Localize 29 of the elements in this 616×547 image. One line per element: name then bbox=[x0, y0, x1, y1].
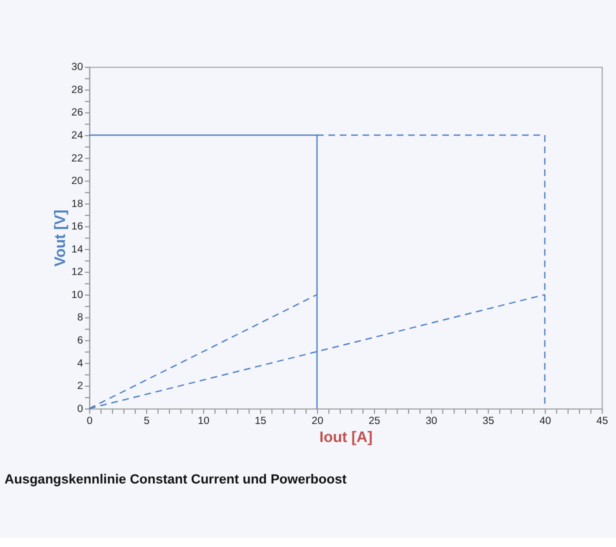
y-tick-label: 28 bbox=[71, 84, 84, 96]
x-axis-title: Iout [A] bbox=[319, 429, 373, 446]
text: Ausgangskennlinie Constant Current und Powerboost bbox=[4, 472, 348, 487]
x-tick-label: 10 bbox=[198, 416, 210, 428]
y-tick-label: 10 bbox=[71, 290, 84, 301]
y-tick-label: 16 bbox=[71, 222, 84, 233]
y-tick-label: 6 bbox=[77, 336, 84, 347]
y-tick-label: 8 bbox=[77, 312, 84, 324]
y-tick-label: 18 bbox=[71, 198, 84, 210]
y-tick-label: 22 bbox=[71, 153, 84, 164]
y-tick-label: 20 bbox=[71, 176, 84, 188]
y-tick-label: 4 bbox=[77, 358, 84, 370]
x-tick-label: 25 bbox=[368, 416, 380, 428]
y-axis-title: Vout [V] bbox=[52, 210, 69, 267]
x-tick-label: 30 bbox=[426, 416, 438, 428]
y-tick-label: 26 bbox=[71, 108, 84, 119]
y-tick-label: 30 bbox=[71, 62, 84, 74]
x-tick-label: 40 bbox=[539, 416, 552, 428]
x-tick-label: 0 bbox=[86, 416, 93, 428]
y-tick-label: 14 bbox=[71, 244, 84, 256]
x-tick-label: 35 bbox=[482, 416, 494, 428]
y-tick-label: 12 bbox=[71, 267, 84, 278]
x-tick-label: 15 bbox=[254, 416, 267, 428]
x-tick-label: 20 bbox=[312, 416, 324, 428]
x-tick-label: 45 bbox=[596, 416, 608, 428]
y-tick-label: 24 bbox=[71, 130, 84, 142]
y-tick-label: 0 bbox=[77, 404, 84, 415]
x-tick-label: 5 bbox=[144, 416, 150, 428]
y-tick-label: 2 bbox=[77, 381, 84, 392]
